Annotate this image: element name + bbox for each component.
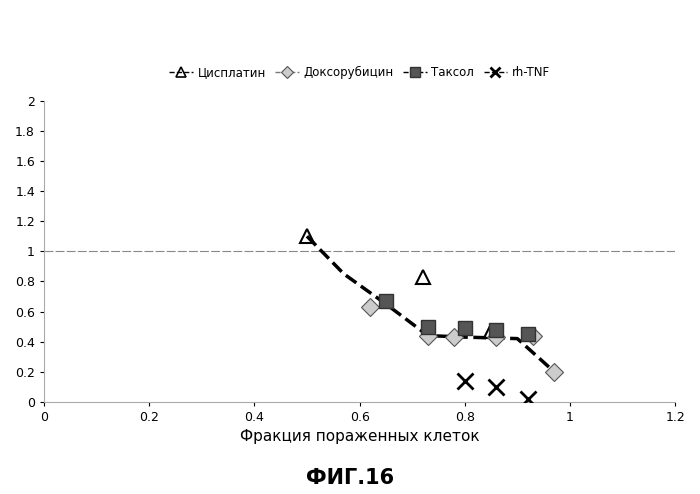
X-axis label: Фракция пораженных клеток: Фракция пораженных клеток (240, 429, 480, 445)
Legend: Цисплатин, Доксорубицин, Таксол, rh-TNF: Цисплатин, Доксорубицин, Таксол, rh-TNF (164, 61, 555, 84)
Text: ФИГ.16: ФИГ.16 (306, 468, 394, 488)
